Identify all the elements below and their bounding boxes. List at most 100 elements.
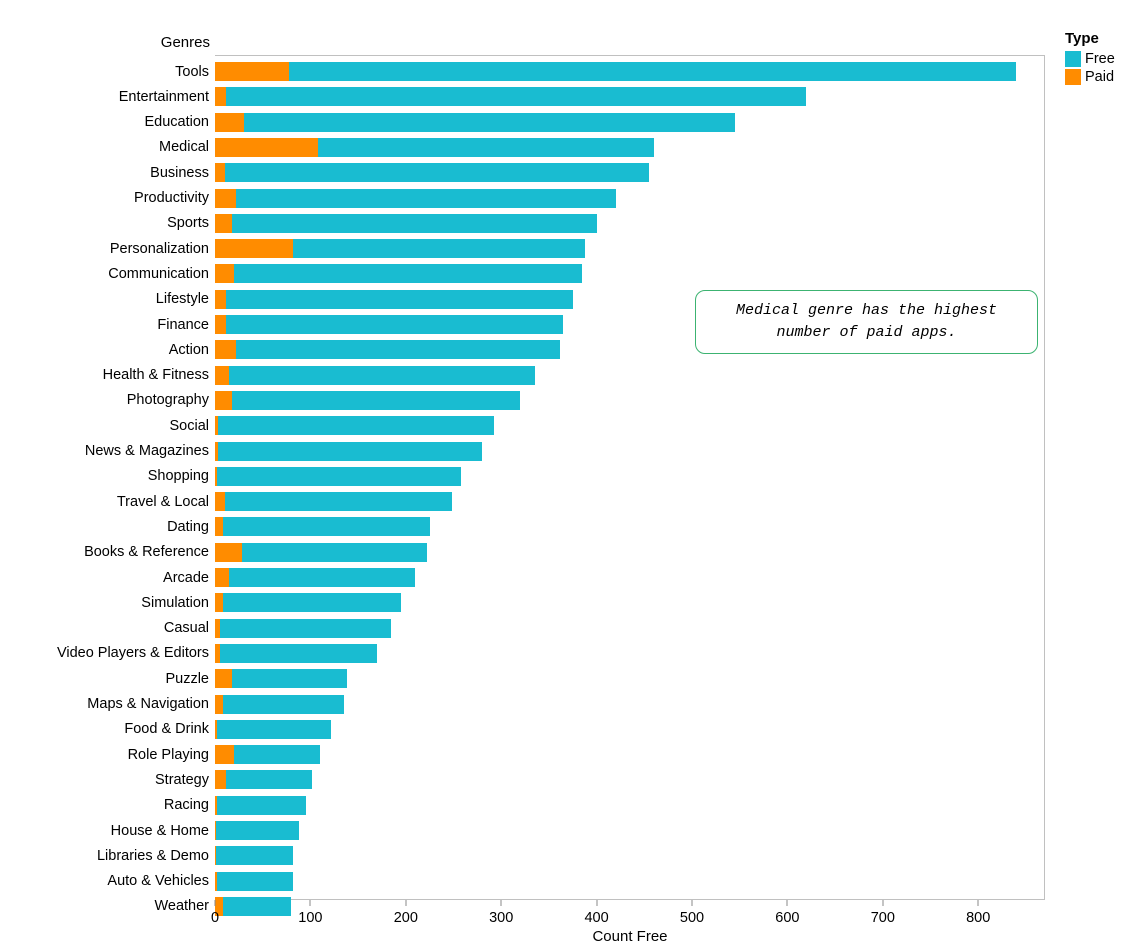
bar-free [215,619,391,638]
bar-free [215,62,1016,81]
y-axis-label: Sports [167,215,209,231]
bar-free [215,517,430,536]
bar-paid [215,720,217,739]
bar-free [215,467,461,486]
x-tick-label: 400 [584,910,608,926]
bar-paid [215,846,216,865]
legend-item: Paid [1065,69,1115,85]
x-tick: 400 [596,900,597,906]
bar-row: Racing [215,796,1044,815]
bar-free [215,189,616,208]
bar-paid [215,340,236,359]
x-tick-label: 300 [489,910,513,926]
x-tick-mark [501,900,502,906]
bar-row: Sports [215,214,1044,233]
bar-free [215,593,401,612]
bar-paid [215,138,318,157]
bar-row: Shopping [215,467,1044,486]
bar-paid [215,391,232,410]
bar-paid [215,315,226,334]
y-axis-label: Shopping [148,468,209,484]
x-tick-label: 200 [394,910,418,926]
x-tick: 700 [882,900,883,906]
bar-row: News & Magazines [215,442,1044,461]
bar-paid [215,467,217,486]
bar-row: Productivity [215,189,1044,208]
bar-paid [215,568,229,587]
y-axis-label: News & Magazines [85,443,209,459]
bar-paid [215,416,218,435]
y-axis-label: Puzzle [165,671,209,687]
bar-free [215,290,573,309]
bar-row: Photography [215,391,1044,410]
bar-free [215,113,735,132]
bar-paid [215,163,225,182]
bar-free [215,720,331,739]
y-axis-label: Communication [108,266,209,282]
chart-container: Genres ToolsEntertainmentEducationMedica… [0,0,1142,947]
bar-free [215,87,806,106]
bar-row: Health & Fitness [215,366,1044,385]
legend: Type Free Paid [1065,30,1115,87]
y-axis-label: Dating [167,519,209,535]
bar-free [215,391,520,410]
y-axis-label: Role Playing [128,747,209,763]
x-tick-mark [692,900,693,906]
x-tick-label: 600 [775,910,799,926]
legend-title: Type [1065,30,1115,47]
bar-free [215,442,482,461]
bar-free [215,796,306,815]
plot-area: ToolsEntertainmentEducationMedicalBusine… [215,55,1045,900]
bar-free [215,163,649,182]
x-tick-mark [405,900,406,906]
x-tick-label: 100 [298,910,322,926]
bar-free [215,416,494,435]
x-tick-mark [215,900,216,906]
bar-row: Role Playing [215,745,1044,764]
x-tick: 800 [978,900,979,906]
bar-row: House & Home [215,821,1044,840]
bar-row: Maps & Navigation [215,695,1044,714]
bar-free [215,568,415,587]
bar-paid [215,695,223,714]
bar-free [215,897,291,916]
chart-title: Genres [0,34,210,51]
bar-paid [215,745,234,764]
y-axis-label: Weather [154,898,209,914]
y-axis-label: Arcade [163,570,209,586]
bar-free [215,366,535,385]
bar-paid [215,366,229,385]
legend-label: Free [1085,51,1115,67]
bar-free [215,214,597,233]
bar-paid [215,87,226,106]
bar-free [215,770,312,789]
x-tick: 300 [501,900,502,906]
bar-row: Puzzle [215,669,1044,688]
bar-paid [215,593,223,612]
y-axis-label: Finance [157,317,209,333]
bar-paid [215,442,218,461]
y-axis-label: Entertainment [119,89,209,105]
y-axis-label: Photography [127,392,209,408]
bar-free [215,846,293,865]
bar-free [215,492,452,511]
bar-paid [215,821,216,840]
bar-row: Personalization [215,239,1044,258]
bar-row: Dating [215,517,1044,536]
bar-row: Books & Reference [215,543,1044,562]
bar-row: Education [215,113,1044,132]
bar-row: Auto & Vehicles [215,872,1044,891]
y-axis-label: Auto & Vehicles [107,873,209,889]
bar-free [215,315,563,334]
y-axis-label: Tools [175,64,209,80]
annotation-text: Medical genre has the highest number of … [736,300,997,344]
bar-paid [215,239,293,258]
y-axis-label: Travel & Local [117,494,209,510]
bar-row: Communication [215,264,1044,283]
y-axis-label: House & Home [111,823,209,839]
bar-free [215,340,560,359]
bar-paid [215,669,232,688]
bar-free [215,872,293,891]
y-axis-label: Racing [164,797,209,813]
x-tick: 500 [692,900,693,906]
